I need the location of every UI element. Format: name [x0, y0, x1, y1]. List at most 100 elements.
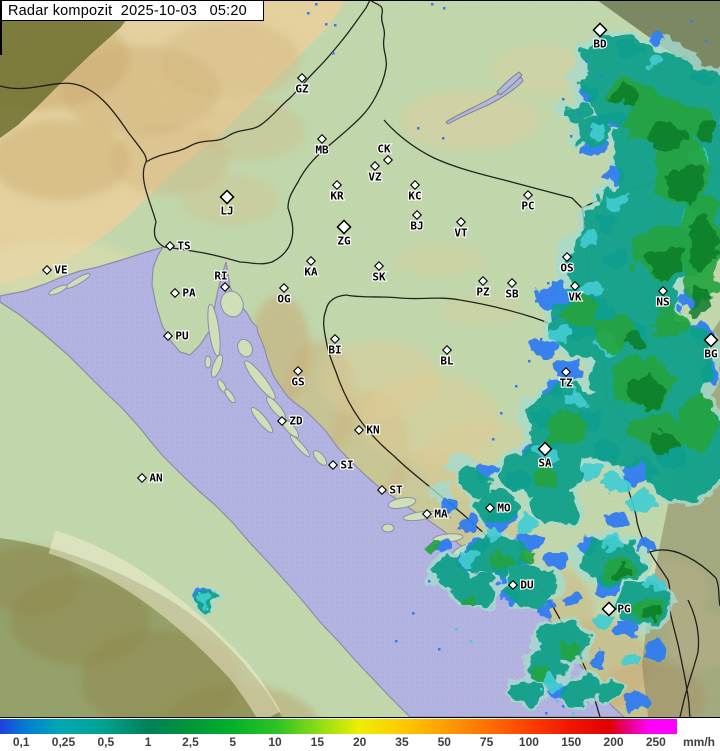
city-label: PU: [175, 330, 189, 343]
city-diamond-icon: [507, 579, 519, 591]
city-diamond-icon: [369, 160, 381, 172]
city-diamond-icon: [376, 484, 388, 496]
city-label: SK: [372, 271, 386, 284]
legend-tick: 10: [268, 735, 282, 749]
city-diamond-icon: [331, 179, 343, 191]
city-label: NS: [656, 296, 669, 309]
city-PA: PA: [169, 285, 197, 301]
city-RI: RI: [213, 268, 231, 293]
city-label: TZ: [559, 377, 573, 390]
city-label: KA: [304, 266, 318, 279]
city-label: VT: [454, 227, 468, 240]
city-MO: MO: [484, 500, 512, 516]
city-diamond-icon: [292, 365, 304, 377]
city-diamond-icon: [411, 209, 423, 221]
legend-tick: 0,1: [12, 735, 30, 749]
city-diamond-icon: [409, 179, 421, 191]
city-KC: KC: [407, 179, 423, 204]
city-label: KC: [408, 190, 421, 203]
city-label: PG: [617, 603, 631, 616]
legend-tick: 150: [561, 735, 582, 749]
city-label: CK: [377, 143, 391, 156]
city-diamond-icon: [353, 424, 365, 436]
city-diamond-icon: [382, 154, 394, 166]
city-NS: NS: [655, 285, 671, 310]
city-ST: ST: [376, 482, 404, 498]
city-GZ: GZ: [294, 72, 310, 97]
city-MA: MA: [421, 506, 449, 522]
city-BG: BG: [703, 332, 719, 362]
city-BJ: BJ: [409, 209, 425, 234]
city-diamond-icon: [278, 282, 290, 294]
legend-tick: 50: [437, 735, 451, 749]
city-VZ: VZ: [367, 160, 383, 185]
legend-tick: 15: [310, 735, 325, 749]
city-diamond-icon: [296, 72, 308, 84]
legend-labels: 0,1 0,25 0,5 1 2,5 5 10 15 20 35 50 75 100 150 200 250 m…: [0, 734, 720, 751]
city-GS: GS: [290, 365, 306, 390]
city-diamond-icon: [316, 133, 328, 145]
city-diamond-icon: [703, 332, 719, 348]
city-diamond-icon: [336, 219, 352, 235]
city-KN: KN: [353, 422, 381, 438]
city-label: BL: [440, 355, 454, 368]
city-label: VK: [568, 291, 582, 304]
city-label: RI: [214, 270, 227, 283]
city-SA: SA: [537, 441, 553, 471]
city-KR: KR: [329, 179, 345, 204]
city-diamond-icon: [421, 508, 433, 520]
map-frame-top: [0, 0, 720, 1]
city-AN: AN: [136, 470, 164, 486]
legend-tick: 100: [518, 735, 539, 749]
city-diamond-icon: [537, 441, 553, 457]
city-MB: MB: [314, 133, 330, 158]
city-PZ: PZ: [475, 275, 491, 300]
radar-layer-darkgreen: [611, 87, 717, 620]
city-VK: VK: [567, 280, 583, 305]
city-label: DU: [520, 579, 534, 592]
city-VT: VT: [453, 216, 469, 241]
legend-unit: mm/h: [683, 735, 716, 749]
city-diamond-icon: [560, 366, 572, 378]
city-SK: SK: [371, 260, 387, 285]
legend-tick: 5: [229, 735, 237, 749]
city-diamond-icon: [276, 415, 288, 427]
city-diamond-icon: [305, 255, 317, 267]
city-label: BG: [704, 348, 718, 361]
legend-tick: 250: [645, 735, 666, 749]
city-diamond-icon: [561, 251, 573, 263]
city-DU: DU: [507, 577, 535, 593]
city-label: BI: [328, 344, 341, 357]
city-diamond-icon: [169, 287, 181, 299]
city-label: SI: [340, 459, 353, 472]
city-TZ: TZ: [558, 366, 574, 391]
title-bar: Radar kompozit 2025-10-03 05:20: [2, 1, 264, 21]
legend-tick: 2,5: [182, 735, 199, 749]
city-label: LJ: [220, 205, 233, 218]
city-diamond-icon: [657, 285, 669, 297]
city-label: KR: [330, 190, 344, 203]
city-label: TS: [177, 240, 190, 253]
city-label: ST: [389, 484, 403, 497]
city-SI: SI: [327, 457, 355, 473]
legend-tick: 1: [144, 735, 152, 749]
city-label: BJ: [410, 220, 423, 233]
city-label: GZ: [295, 83, 309, 96]
city-diamond-icon: [522, 189, 534, 201]
city-label: GS: [291, 376, 304, 389]
city-diamond-icon: [164, 240, 176, 252]
city-diamond-icon: [484, 502, 496, 514]
city-LJ: LJ: [219, 189, 235, 219]
city-diamond-icon: [219, 189, 235, 205]
city-diamond-icon: [477, 275, 489, 287]
city-ZD: ZD: [276, 413, 304, 429]
city-BL: BL: [439, 344, 455, 369]
city-TS: TS: [164, 238, 192, 254]
city-diamond-icon: [455, 216, 467, 228]
intensity-legend: 0,1 0,25 0,5 1 2,5 5 10 15 20 35 50 75 100 150 200 250 m…: [0, 717, 720, 751]
city-label: OG: [277, 293, 291, 306]
city-label: PC: [521, 200, 534, 213]
city-diamond-icon: [506, 277, 518, 289]
city-VE: VE: [41, 262, 69, 278]
